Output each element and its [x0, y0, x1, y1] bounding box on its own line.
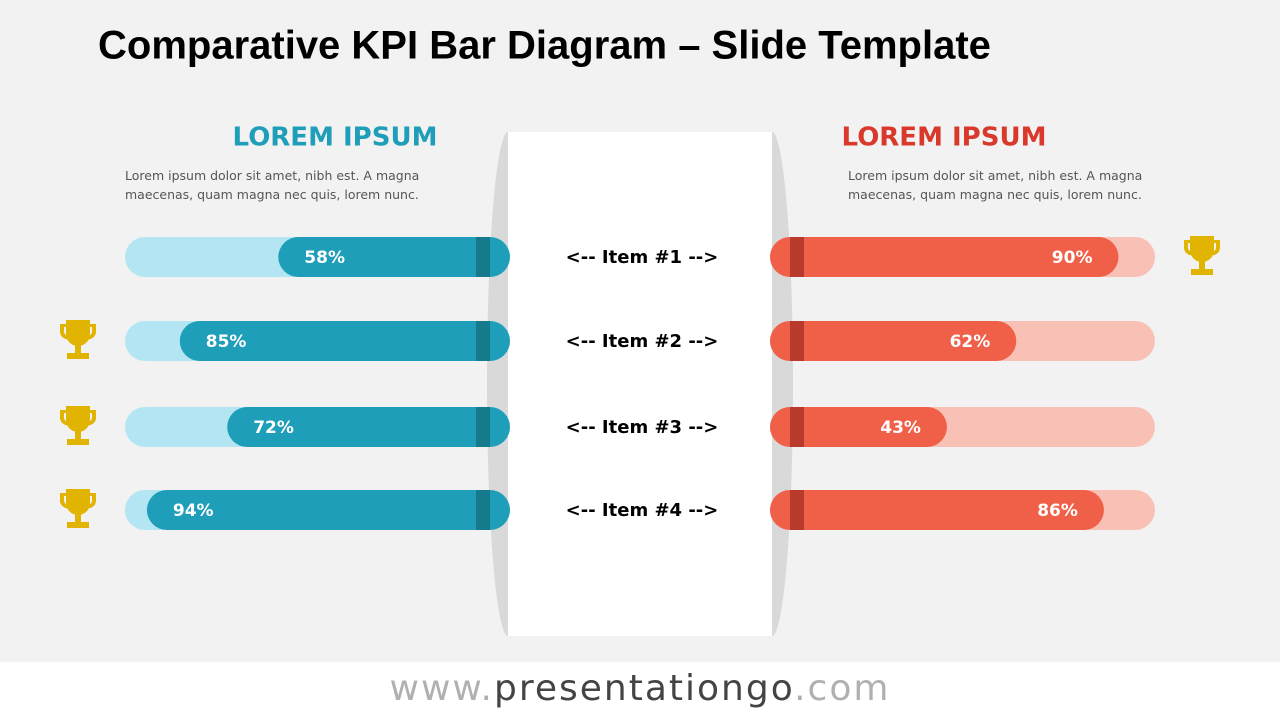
- trophy-base: [67, 522, 89, 528]
- trophy-cup: [66, 320, 90, 346]
- trophy-cup: [1190, 236, 1214, 262]
- bar: [770, 237, 1119, 277]
- bar: [146, 490, 510, 530]
- value-label: 90%: [1052, 248, 1093, 268]
- trophy-icon: [1183, 236, 1221, 275]
- trophy-handles: [1183, 240, 1221, 256]
- trophy-handles: [59, 324, 97, 340]
- series-heading: LOREM IPSUM: [842, 123, 1047, 153]
- footer-prefix: www.: [390, 668, 494, 709]
- value-label: 85%: [206, 332, 247, 352]
- bar: [770, 407, 947, 447]
- bar: [770, 321, 1017, 361]
- trophy-stem: [75, 514, 81, 522]
- center-panel: [508, 132, 772, 636]
- series-heading: LOREM IPSUM: [233, 123, 438, 153]
- category-label: <-- Item #1 -->: [566, 247, 719, 268]
- value-label: 94%: [173, 501, 214, 521]
- trophy-icon: [59, 320, 97, 359]
- bar-stub: [476, 321, 490, 361]
- trophy-stem: [1199, 261, 1205, 269]
- footer-url: www.presentationgo.com: [390, 668, 891, 709]
- series-description-box: Lorem ipsum dolor sit amet, nibh est. A …: [848, 168, 1143, 202]
- value-label: 86%: [1037, 501, 1078, 521]
- trophy-base: [1191, 269, 1213, 275]
- category-label: <-- Item #3 -->: [566, 417, 719, 438]
- trophy-base: [67, 439, 89, 445]
- trophy-stem: [75, 431, 81, 439]
- trophy-handles: [59, 493, 97, 509]
- chart-title: Comparative KPI Bar Diagram – Slide Temp…: [98, 24, 991, 68]
- bar-stub: [476, 407, 490, 447]
- trophy-stem: [75, 345, 81, 353]
- category-label: <-- Item #2 -->: [566, 331, 719, 352]
- bar: [179, 321, 510, 361]
- bar: [278, 237, 510, 277]
- trophy-icon: [59, 406, 97, 445]
- footer-suffix: .com: [794, 668, 890, 709]
- bar-stub: [790, 407, 804, 447]
- value-label: 43%: [880, 418, 921, 438]
- trophy-cup: [66, 489, 90, 515]
- bar-stub: [790, 237, 804, 277]
- bar-stub: [790, 490, 804, 530]
- bar-stub: [476, 490, 490, 530]
- value-label: 72%: [253, 418, 294, 438]
- bar: [770, 490, 1104, 530]
- trophy-handles: [59, 410, 97, 426]
- value-label: 62%: [950, 332, 991, 352]
- trophy-icon: [59, 489, 97, 528]
- footer-name: presentationgo: [494, 668, 794, 709]
- value-label: 58%: [304, 248, 345, 268]
- bar-stub: [790, 321, 804, 361]
- trophy-base: [67, 353, 89, 359]
- trophy-cup: [66, 406, 90, 432]
- bar-stub: [476, 237, 490, 277]
- series-description: Lorem ipsum dolor sit amet, nibh est. A …: [848, 168, 1143, 202]
- series-description: Lorem ipsum dolor sit amet, nibh est. A …: [125, 168, 420, 202]
- bar: [227, 407, 510, 447]
- series-description-box: Lorem ipsum dolor sit amet, nibh est. A …: [125, 168, 420, 202]
- footer-band: [0, 662, 1280, 720]
- category-label: <-- Item #4 -->: [566, 500, 719, 521]
